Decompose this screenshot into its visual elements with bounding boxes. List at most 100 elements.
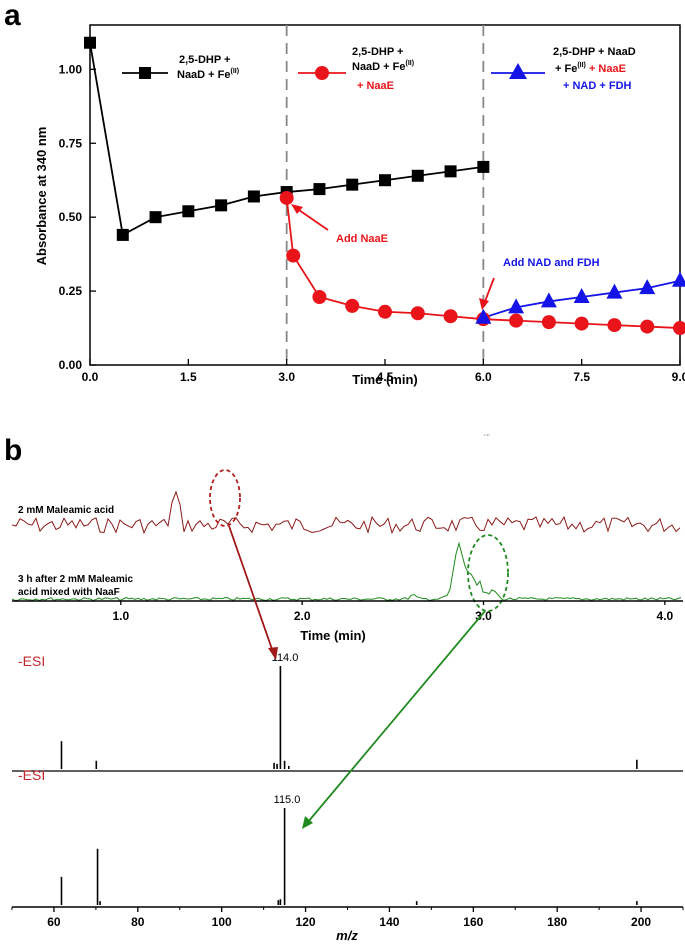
mz-axis: 60 80 100 120 140 160 180 200 m/z (11, 906, 684, 943)
x-tick-label: 0.0 (82, 370, 99, 384)
data-point-circle (673, 321, 685, 336)
panel-a-label: a (4, 0, 21, 32)
legend-item-nad: 2,5-DHP + NaaD + Fe(II) + NaaE + NAD + F… (491, 46, 636, 92)
panel-a-plot: 0.0 1.5 3.0 4.5 6.0 7.5 9.0 0.00 0.25 0.50 0.75 1.… (34, 24, 685, 387)
legend-marker-square (139, 67, 151, 79)
mz-ticks: 60 80 100 120 140 160 180 200 (11, 907, 684, 929)
peak-highlight-red (209, 469, 241, 527)
y-tick-label: 0.75 (59, 136, 83, 150)
data-point-circle (345, 298, 360, 313)
panel-a-y-ticks: 0.00 0.25 0.50 0.75 1.00 (59, 62, 96, 372)
chromatogram-trace-maleamic (11, 490, 681, 535)
panel-a-ylabel: Absorbance at 340 nm (34, 127, 49, 266)
legend: 2,5-DHP + NaaD + Fe(II) 2,5-DHP + NaaD +… (122, 46, 636, 92)
chromatogram-xlabel: Time (min) (300, 628, 366, 643)
y-tick-label: 0.50 (59, 210, 83, 224)
data-point-circle (279, 190, 294, 205)
data-point-circle (410, 306, 425, 321)
link-arrows (228, 525, 486, 829)
spectrum-2-peaks (60, 808, 638, 905)
chrom-tick-label: 2.0 (294, 609, 311, 623)
data-point-triangle (639, 279, 656, 295)
data-point-circle (607, 318, 622, 333)
spectrum-1-peaks (60, 666, 638, 769)
legend-marker-circle (315, 66, 329, 80)
legend-1-line2: NaaD + Fe(II) (352, 60, 414, 73)
x-tick-label: 6.0 (475, 370, 492, 384)
data-point-circle (640, 319, 655, 334)
data-point-circle (312, 290, 327, 304)
mass-spectrum-1: -ESI 114.0 (12, 652, 683, 772)
data-point-triangle (540, 292, 557, 308)
annotation-arrow-red-2 (483, 277, 495, 305)
mz-tick-label: 100 (212, 915, 232, 929)
annotation-add-nad: Add NAD and FDH (479, 257, 600, 310)
data-point-square (444, 165, 457, 178)
mz-xlabel: m/z (336, 928, 358, 943)
arrowhead-icon (479, 298, 489, 310)
panel-a-series (84, 36, 685, 336)
legend-0-line1: 2,5-DHP + (179, 54, 230, 66)
trace-label-naaf-2: acid mixed with NaaF (18, 587, 120, 598)
annotation-text-add-naae: Add NaaE (336, 233, 388, 245)
data-point-square (116, 228, 129, 241)
data-point-square (182, 205, 195, 218)
chrom-tick-label: 3.0 (475, 609, 492, 623)
mz-tick-label: 120 (296, 915, 316, 929)
trace-label-maleamic: 2 mM Maleamic acid (18, 505, 114, 516)
x-tick-label: 7.5 (573, 370, 590, 384)
legend-1-line3: + NaaE (357, 80, 394, 92)
spectrum-2-peak-label: 115.0 (274, 794, 301, 806)
mz-tick-label: 160 (463, 915, 483, 929)
annotation-text-add-nad: Add NAD and FDH (503, 257, 600, 269)
chrom-tick-label: 1.0 (112, 609, 129, 623)
chromatogram: 2 mM Maleamic acid 3 h after 2 mM Maleam… (11, 469, 683, 643)
chromatogram-x-ticks: 1.0 2.0 3.0 4.0 (112, 601, 674, 623)
annotation-arrow-red (295, 207, 329, 231)
peak-highlight-green (467, 534, 509, 612)
data-point-square (313, 183, 326, 196)
data-point-triangle (508, 298, 525, 314)
arrowhead-icon (302, 816, 313, 829)
data-point-circle (286, 248, 301, 263)
y-tick-label: 0.25 (59, 284, 83, 298)
data-point-circle (574, 316, 589, 331)
chromatogram-trace-naaf (11, 541, 682, 602)
trace-label-naaf-1: 3 h after 2 mM Maleamic (18, 574, 133, 585)
annotation-add-naae: Add NaaE (291, 204, 388, 245)
panel-a-x-ticks: 0.0 1.5 3.0 4.5 6.0 7.5 9.0 (82, 359, 685, 384)
x-tick-label: 9.0 (672, 370, 685, 384)
legend-2-line3: + NAD + FDH (563, 80, 632, 92)
y-tick-label: 0.00 (59, 358, 83, 372)
data-point-triangle (573, 288, 590, 303)
panel-a-xlabel: Time (min) (352, 372, 418, 387)
spectrum-1-peak-label: 114.0 (272, 652, 299, 664)
legend-item-control: 2,5-DHP + NaaD + Fe(II) (122, 54, 239, 81)
mz-tick-label: 80 (131, 915, 145, 929)
chrom-tick-label: 4.0 (657, 609, 674, 623)
tiny-label: 1.97 (484, 433, 490, 437)
mz-tick-label: 140 (379, 915, 399, 929)
spectrum-2-mode: -ESI (18, 767, 45, 783)
legend-1-line1: 2,5-DHP + (352, 46, 403, 58)
y-tick-label: 1.00 (59, 62, 83, 76)
data-point-circle (378, 304, 392, 319)
legend-2-line1: 2,5-DHP + NaaD (553, 46, 636, 58)
x-tick-label: 4.5 (377, 370, 394, 384)
mz-tick-label: 200 (631, 915, 651, 929)
data-point-circle (509, 313, 524, 328)
mz-tick-label: 60 (47, 915, 61, 929)
data-point-triangle (672, 271, 685, 287)
data-point-circle (541, 315, 556, 330)
legend-2-line2: + Fe(II) + NaaE (555, 62, 626, 75)
mass-spectrum-2: -ESI 115.0 (18, 767, 638, 905)
data-point-square (477, 160, 490, 173)
data-point-triangle (475, 308, 492, 324)
legend-marker-triangle (509, 63, 527, 79)
legend-item-naae: 2,5-DHP + NaaD + Fe(II) + NaaE (298, 46, 414, 92)
data-point-circle (443, 309, 458, 324)
spectrum-1-mode: -ESI (18, 653, 45, 669)
arrowhead-icon (268, 647, 278, 660)
data-point-square (411, 169, 424, 182)
